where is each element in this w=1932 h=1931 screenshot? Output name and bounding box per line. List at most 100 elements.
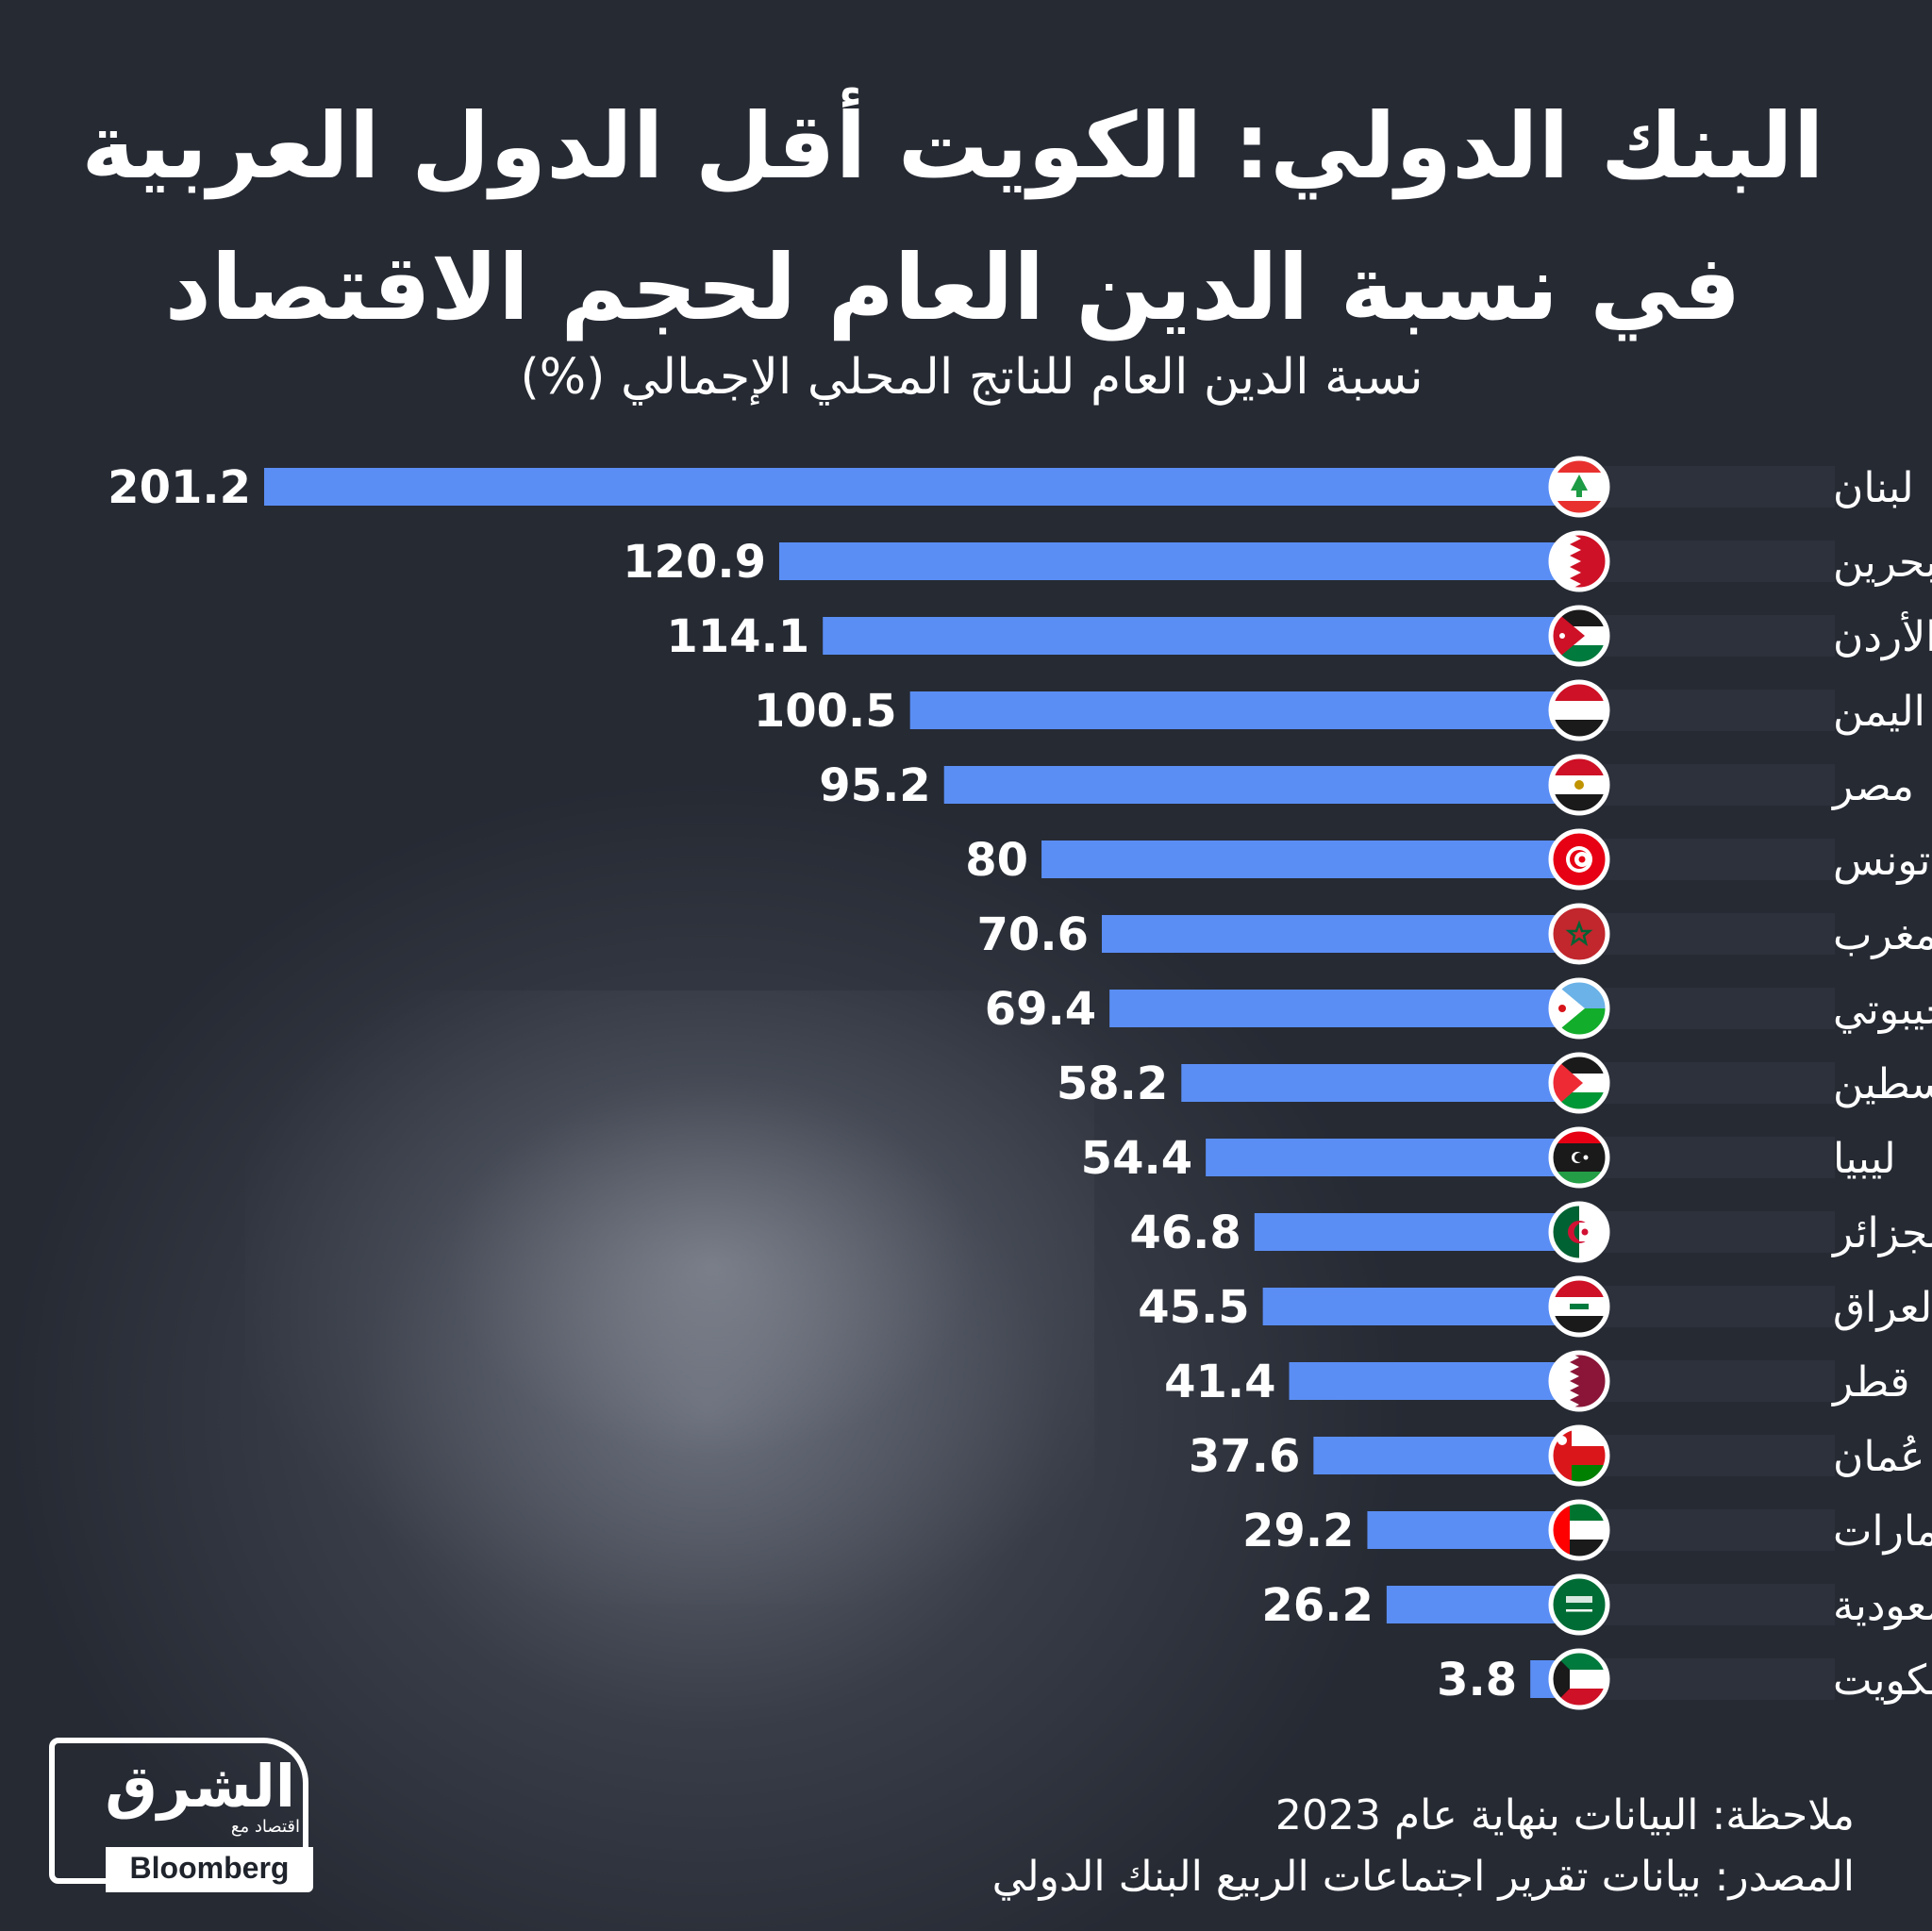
value-label: 114.1	[666, 610, 809, 663]
flag-ring	[1548, 1350, 1610, 1412]
value-label: 120.9	[623, 536, 766, 589]
value-label: 26.2	[1261, 1579, 1373, 1632]
label-band	[1604, 1211, 1835, 1253]
bar	[1262, 1288, 1555, 1325]
flag-ring	[1548, 754, 1610, 816]
logo-brand: الشرق	[105, 1752, 295, 1821]
flag-ring	[1548, 1201, 1610, 1263]
bar-row: 201.2 لبنان	[108, 456, 1914, 518]
flag-ring	[1548, 1275, 1610, 1338]
value-label: 54.4	[1081, 1132, 1192, 1185]
bahrain-flag-icon	[1548, 530, 1610, 592]
lebanon-flag-icon	[1548, 456, 1610, 518]
flag-script	[1566, 1596, 1592, 1603]
country-label: فلسطين	[1833, 1060, 1932, 1108]
palestine-flag-icon	[1548, 1052, 1610, 1114]
value-label: 29.2	[1242, 1505, 1354, 1557]
bar-row: 37.6 عُمان	[1189, 1424, 1924, 1487]
bar	[1386, 1586, 1555, 1623]
flag-cedar	[1571, 474, 1588, 497]
flag-stripe	[1551, 701, 1607, 721]
bar-row: 120.9 البحرين	[623, 530, 1932, 592]
morocco-flag-icon	[1548, 903, 1610, 965]
value-label: 41.4	[1164, 1356, 1275, 1408]
djibouti-flag-icon	[1548, 977, 1610, 1040]
label-band	[1604, 1584, 1835, 1625]
label-band	[1604, 1435, 1835, 1476]
tunisia-flag-icon	[1548, 828, 1610, 891]
bar	[1041, 841, 1555, 878]
flag-ring	[1548, 977, 1610, 1040]
flag-ring	[1548, 1052, 1610, 1114]
flag-star	[1565, 920, 1593, 946]
label-band	[1604, 541, 1835, 582]
egypt-flag-icon	[1548, 754, 1610, 816]
title-line-1: البنك الدولي: الكويت أقل الدول العربية	[81, 93, 1824, 199]
title-line-2: في نسبة الدين العام لحجم الاقتصاد	[164, 235, 1741, 341]
bar-row: 26.2 السعودية	[1261, 1573, 1932, 1636]
chart-subtitle: نسبة الدين العام للناتج المحلي الإجمالي …	[520, 349, 1424, 406]
iraq-flag-icon	[1548, 1275, 1610, 1338]
flag-ring	[1548, 456, 1610, 518]
bar-row: 3.8 الكويت	[1437, 1648, 1932, 1710]
logo-partner-box: Bloomberg	[106, 1847, 313, 1892]
flag-ring	[1548, 1126, 1610, 1189]
asharq-logo: الشرق اقتصاد مع Bloomberg	[49, 1738, 313, 1892]
label-band	[1604, 1509, 1835, 1551]
value-label: 3.8	[1437, 1654, 1517, 1706]
footer-source: المصدر: بيانات تقرير اجتماعات الربيع الب…	[991, 1853, 1855, 1901]
country-label: عُمان	[1833, 1433, 1924, 1481]
jordan-flag-icon	[1548, 605, 1610, 667]
country-label: البحرين	[1833, 539, 1932, 587]
label-band	[1604, 988, 1835, 1029]
bar-row: 69.4 جيبوتي	[985, 977, 1932, 1040]
bar-row: 95.2 مصر	[819, 754, 1914, 816]
label-band	[1604, 466, 1835, 508]
yemen-flag-icon	[1548, 679, 1610, 741]
country-label: قطر	[1831, 1358, 1909, 1407]
label-band	[1604, 913, 1835, 955]
saudi-flag-icon	[1548, 1573, 1610, 1636]
value-label: 45.5	[1138, 1281, 1249, 1334]
flag-star	[1578, 856, 1586, 863]
label-band	[1604, 1658, 1835, 1700]
bar-row: 41.4 قطر	[1164, 1350, 1909, 1412]
label-band	[1604, 1286, 1835, 1327]
flag-star	[1581, 1228, 1589, 1236]
flag-sword	[1566, 1609, 1592, 1612]
label-band	[1604, 1137, 1835, 1178]
logo-partner: Bloomberg	[129, 1851, 290, 1885]
bar	[264, 468, 1555, 506]
logo-sub: اقتصاد مع	[230, 1817, 300, 1837]
background-map	[245, 990, 1094, 1604]
flag-ring	[1548, 679, 1610, 741]
flag-ring	[1548, 530, 1610, 592]
bar-row: 100.5 اليمن	[754, 679, 1925, 741]
value-label: 69.4	[985, 983, 1096, 1036]
flag-eagle	[1574, 780, 1584, 790]
country-label: اليمن	[1833, 688, 1925, 736]
label-band	[1604, 764, 1835, 806]
flag-triangle	[1551, 980, 1585, 1037]
label-band	[1604, 839, 1835, 880]
value-label: 37.6	[1189, 1430, 1300, 1483]
flag-ring	[1548, 1648, 1610, 1710]
footer-note: ملاحظة: البيانات بنهاية عام 2023	[1274, 1791, 1855, 1839]
country-label: الكويت	[1833, 1656, 1932, 1705]
bar-row: 45.5 العراق	[1138, 1275, 1932, 1338]
flag-star	[1583, 1155, 1589, 1160]
flag-ring	[1548, 1499, 1610, 1561]
label-band	[1604, 1360, 1835, 1402]
country-label: المغرب	[1833, 911, 1932, 959]
country-label: جيبوتي	[1833, 986, 1932, 1034]
label-band	[1604, 615, 1835, 657]
flag-triangle	[1551, 1055, 1583, 1111]
flag-ring	[1548, 903, 1610, 965]
country-label: لبنان	[1833, 464, 1914, 512]
bar	[909, 691, 1555, 729]
flag-star	[1559, 633, 1565, 639]
value-label: 58.2	[1057, 1057, 1168, 1110]
value-label: 46.8	[1129, 1207, 1241, 1259]
bar	[1101, 915, 1555, 953]
